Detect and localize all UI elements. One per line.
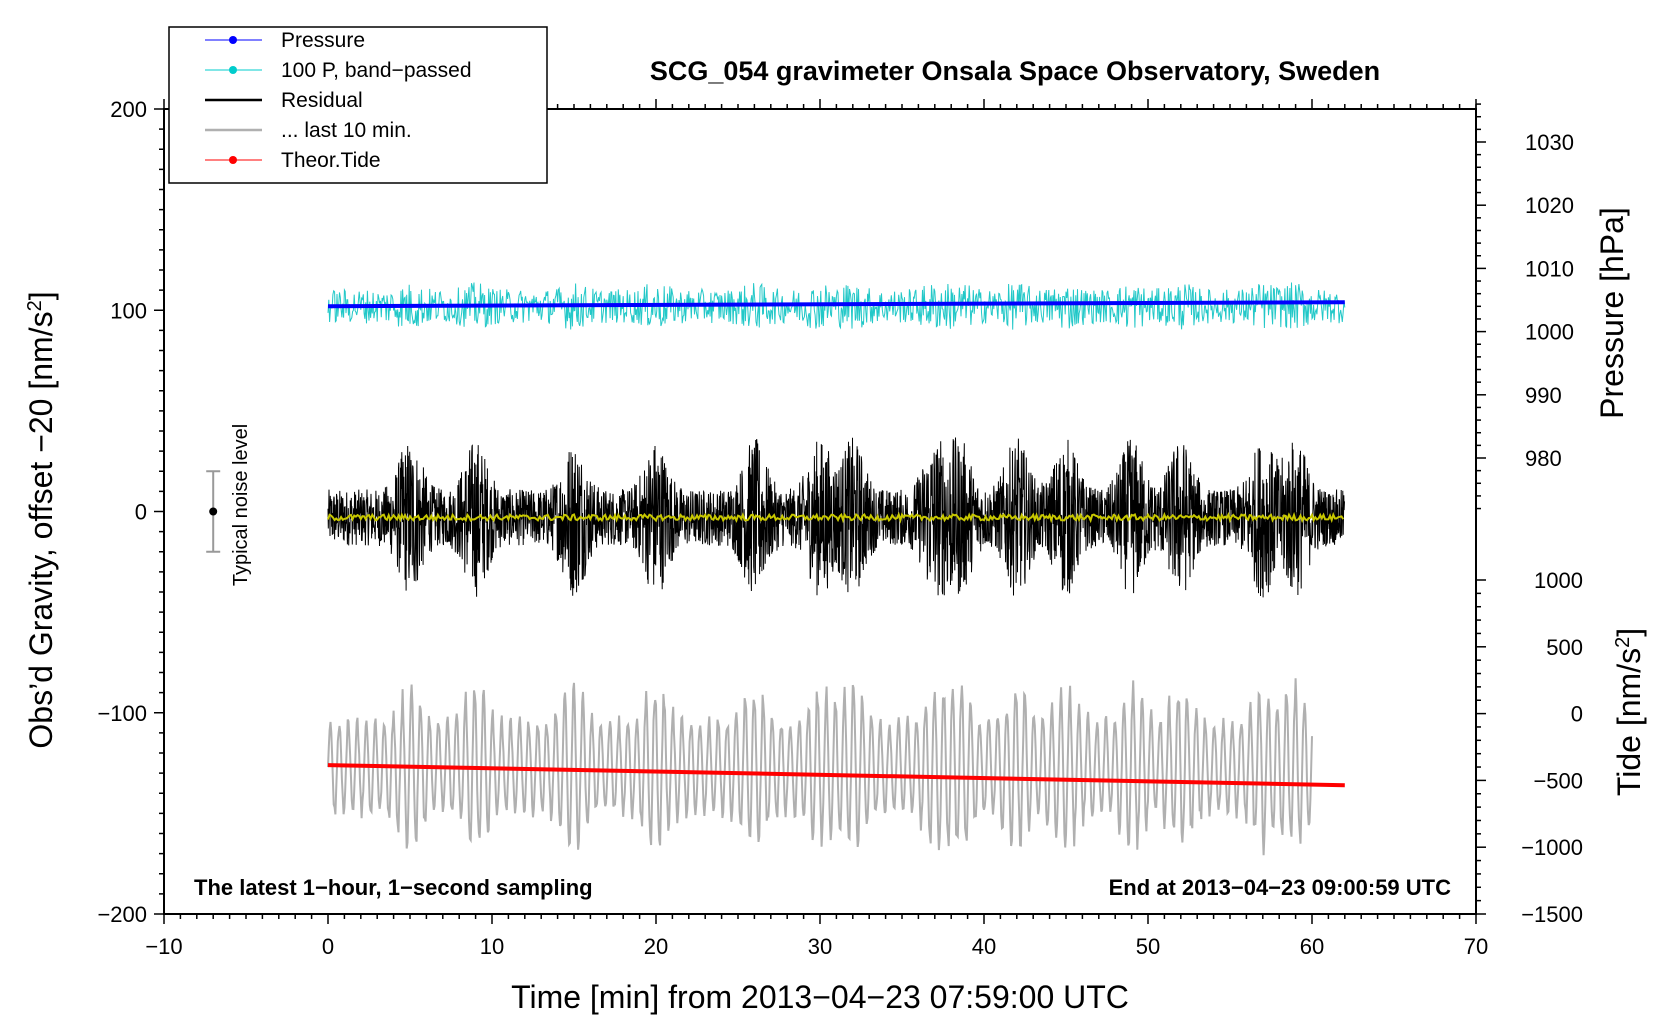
legend-label: Theor.Tide bbox=[281, 149, 381, 172]
legend-marker bbox=[229, 36, 237, 44]
y-tick-label: −100 bbox=[97, 701, 147, 726]
y-label-tide-sup: 2 bbox=[1612, 637, 1634, 648]
y-label-tide-end: ] bbox=[1611, 628, 1647, 637]
noise-level-label: Typical noise level bbox=[230, 424, 252, 586]
y-tick-label: 0 bbox=[135, 500, 147, 525]
tide-tick-label: 1000 bbox=[1534, 568, 1583, 593]
series-pressure bbox=[327, 300, 1345, 309]
tide-tick-label: −500 bbox=[1533, 768, 1583, 793]
pressure-tick-label: 980 bbox=[1525, 446, 1562, 471]
tide-tick-label: 500 bbox=[1546, 635, 1583, 660]
pressure-tick-label: 1020 bbox=[1525, 193, 1574, 218]
tide-axis-ticks: −1500 −1000 −500 0 500 1000 bbox=[1476, 568, 1583, 927]
y-tick-label: 100 bbox=[110, 298, 147, 323]
note-end-time: End at 2013−04−23 09:00:59 UTC bbox=[1109, 875, 1452, 900]
y-tick-label: 200 bbox=[110, 97, 147, 122]
series-residual-smoothed bbox=[327, 511, 1345, 524]
pressure-tick-label: 990 bbox=[1525, 383, 1562, 408]
chart-title: SCG_054 gravimeter Onsala Space Observat… bbox=[650, 56, 1380, 86]
legend-marker bbox=[229, 156, 237, 164]
x-tick-label: 40 bbox=[972, 934, 996, 959]
y-label-left-main: Obs’d Gravity, offset −20 [nm/s bbox=[23, 311, 59, 748]
x-tick-label: 20 bbox=[644, 934, 668, 959]
tide-tick-label: 0 bbox=[1571, 702, 1583, 727]
legend-label: Pressure bbox=[281, 29, 365, 52]
x-tick-label: 0 bbox=[322, 934, 334, 959]
legend-label: ... last 10 min. bbox=[281, 119, 412, 142]
x-tick-label: −10 bbox=[145, 934, 182, 959]
x-tick-label: 50 bbox=[1136, 934, 1160, 959]
tide-tick-label: −1500 bbox=[1521, 902, 1583, 927]
x-axis-label: Time [min] from 2013−04−23 07:59:00 UTC bbox=[511, 979, 1129, 1015]
y-label-left-sup: 2 bbox=[24, 300, 46, 311]
series-bandpassed-pressure bbox=[327, 282, 1346, 330]
x-tick-label: 30 bbox=[808, 934, 832, 959]
y-label-tide-main: Tide [nm/s bbox=[1611, 648, 1647, 796]
x-tick-label: 10 bbox=[480, 934, 504, 959]
noise-bar-dot bbox=[209, 507, 218, 516]
note-sampling: The latest 1−hour, 1−second sampling bbox=[194, 875, 593, 900]
series-last-10-min bbox=[327, 678, 1313, 856]
legend-marker bbox=[229, 66, 237, 74]
y-label-left-end: ] bbox=[23, 291, 59, 300]
pressure-tick-label: 1000 bbox=[1525, 320, 1574, 345]
x-tick-label: 70 bbox=[1464, 934, 1488, 959]
pressure-tick-label: 1010 bbox=[1525, 256, 1574, 281]
y-tick-label: −200 bbox=[97, 902, 147, 927]
legend-label: 100 P, band−passed bbox=[281, 59, 472, 82]
legend: Pressure 100 P, band−passed Residual ... la… bbox=[168, 26, 548, 184]
tide-tick-label: −1000 bbox=[1521, 835, 1583, 860]
series-theoretical-tide bbox=[327, 763, 1345, 788]
pressure-axis-ticks: 980 990 1000 1010 1020 1030 bbox=[1475, 103, 1574, 510]
series-layer bbox=[327, 282, 1346, 856]
noise-level-bar bbox=[206, 470, 221, 553]
pressure-tick-label: 1030 bbox=[1525, 130, 1574, 155]
y-axis-label-left: Obs’d Gravity, offset −20 [nm/s2] bbox=[23, 291, 59, 748]
x-tick-label: 60 bbox=[1300, 934, 1324, 959]
y-axis-ticks: −200 −100 0 100 200 bbox=[97, 97, 164, 927]
legend-label: Residual bbox=[281, 89, 363, 112]
y-axis-label-tide: Tide [nm/s2] bbox=[1611, 628, 1647, 796]
y-axis-label-pressure: Pressure [hPa] bbox=[1594, 207, 1630, 419]
